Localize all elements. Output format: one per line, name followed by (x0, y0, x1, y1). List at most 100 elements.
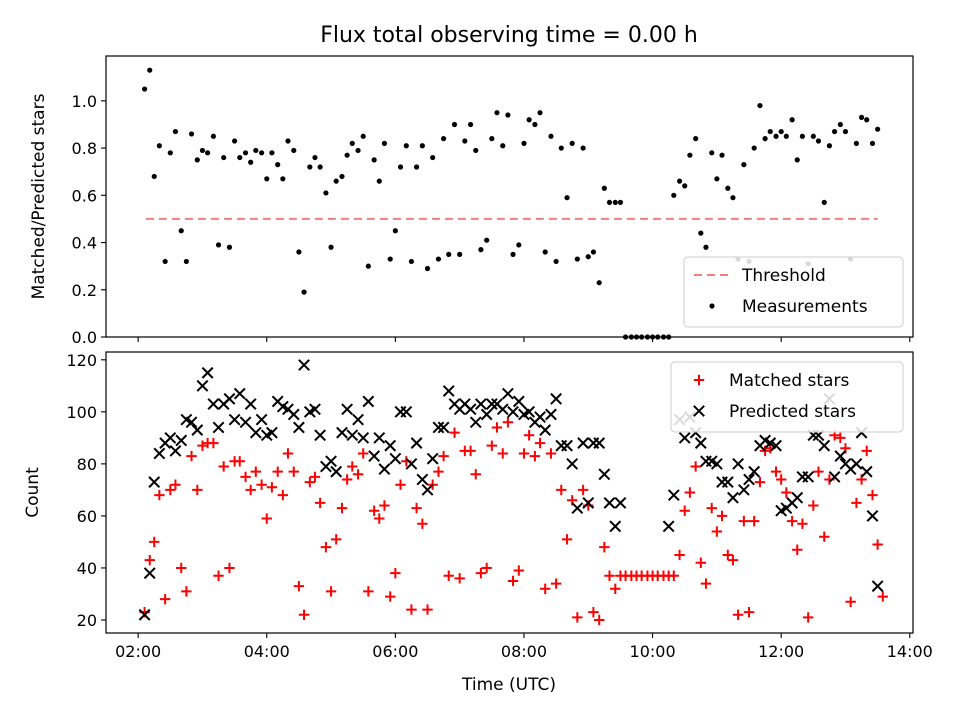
data-point (853, 140, 860, 146)
data-point (240, 471, 251, 483)
data-point (516, 242, 522, 248)
data-point (169, 444, 182, 457)
data-point (228, 413, 241, 426)
legend-label: Matched stars (729, 371, 849, 391)
data-point (237, 154, 243, 161)
data-point (614, 496, 627, 509)
data-point (644, 334, 651, 340)
data-point (668, 570, 679, 581)
data-point (775, 474, 787, 485)
data-point (610, 583, 621, 594)
data-point (808, 500, 819, 511)
data-point (352, 413, 364, 426)
data-point (639, 334, 645, 340)
data-point (523, 430, 535, 441)
data-point (572, 612, 583, 623)
data-point (564, 195, 570, 201)
data-point (558, 145, 564, 151)
data-point (542, 249, 548, 255)
data-point (154, 489, 165, 501)
data-point (486, 440, 498, 451)
data-point (741, 162, 747, 168)
data-point (381, 140, 388, 146)
data-point (309, 403, 321, 416)
data-point (730, 195, 736, 201)
data-point (405, 457, 418, 470)
data-point (628, 334, 634, 340)
data-point (162, 258, 168, 265)
series-measurements (141, 67, 881, 340)
legend-swatch (693, 405, 705, 417)
data-point (512, 395, 525, 408)
y-tick-label: 100 (66, 403, 97, 422)
data-point (553, 258, 559, 265)
data-point (521, 140, 527, 146)
data-point (703, 244, 709, 250)
figure-title: Flux total observing time = 0.00 h (320, 23, 698, 48)
y-tick-label: 0.4 (72, 234, 97, 253)
y-tick-label: 0.8 (72, 139, 97, 158)
data-point (159, 593, 171, 605)
data-point (710, 457, 723, 470)
data-point (204, 150, 211, 156)
data-point (293, 421, 305, 434)
data-point (440, 136, 447, 142)
y-tick-label: 1.0 (72, 92, 97, 111)
data-point (569, 140, 575, 146)
data-point (147, 67, 153, 73)
data-point (743, 473, 755, 486)
data-point (269, 150, 275, 156)
data-point (574, 256, 580, 262)
data-point (317, 164, 323, 170)
data-point (432, 421, 445, 434)
data-point (223, 392, 236, 405)
data-point (818, 439, 831, 452)
data-point (378, 463, 391, 475)
data-point (232, 138, 238, 144)
data-point (191, 424, 204, 436)
data-point (464, 403, 477, 416)
data-point (831, 128, 838, 135)
y-tick-label: 40 (77, 559, 97, 578)
series-predicted-stars (138, 359, 884, 621)
data-point (714, 176, 720, 182)
data-point (834, 450, 847, 462)
data-point (272, 466, 283, 477)
count-y-axis-label: Count (23, 467, 43, 518)
data-point (331, 534, 342, 545)
data-point (773, 133, 779, 139)
data-point (762, 136, 768, 142)
data-point (261, 513, 272, 524)
data-point (144, 554, 155, 566)
data-point (333, 178, 339, 184)
data-point (738, 515, 750, 527)
data-point (446, 251, 452, 257)
data-point (609, 520, 622, 533)
data-point (368, 450, 381, 462)
data-point (336, 502, 348, 514)
data-point (633, 334, 640, 340)
data-point (467, 121, 474, 128)
data-point (424, 265, 431, 272)
data-point (320, 541, 332, 553)
data-point (312, 154, 318, 161)
y-tick-label: 60 (77, 507, 97, 526)
y-tick-label: 0.2 (72, 281, 97, 300)
legend-label: Threshold (741, 266, 826, 286)
data-point (496, 403, 509, 416)
data-point (534, 411, 546, 423)
data-point (433, 466, 444, 477)
data-point (537, 110, 543, 116)
data-point (725, 185, 731, 191)
series-matched-stars (139, 417, 888, 626)
data-point (357, 431, 370, 444)
data-point (280, 176, 286, 182)
data-point (387, 256, 393, 262)
data-point (384, 439, 397, 452)
data-point (285, 138, 291, 144)
data-point (201, 366, 214, 379)
data-point (153, 447, 166, 460)
data-point (141, 86, 148, 92)
data-point (336, 426, 348, 439)
data-point (518, 448, 530, 459)
